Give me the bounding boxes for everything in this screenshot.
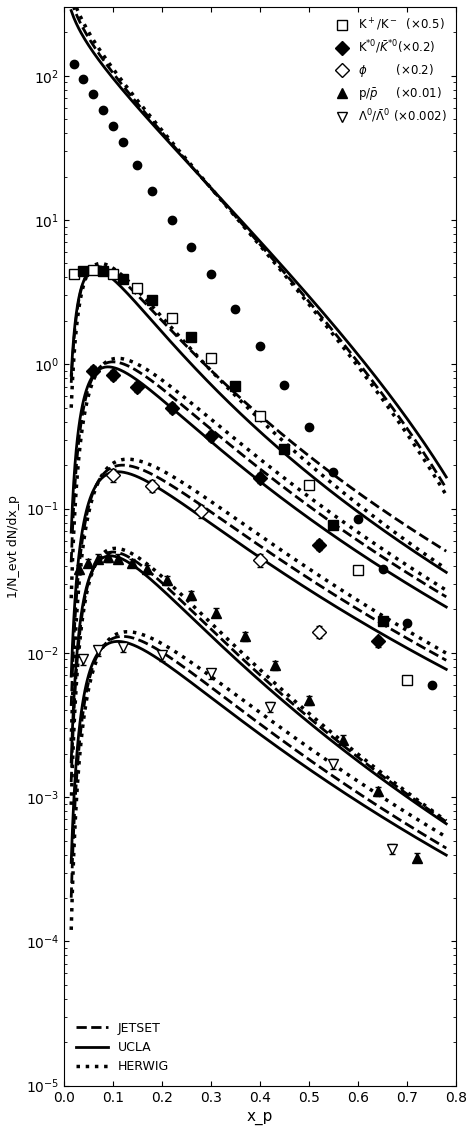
Legend: JETSET, UCLA, HERWIG: JETSET, UCLA, HERWIG xyxy=(70,1015,175,1080)
Y-axis label: 1/N_evt dN/dx_p: 1/N_evt dN/dx_p xyxy=(7,495,20,598)
X-axis label: x_p: x_p xyxy=(247,1110,273,1125)
